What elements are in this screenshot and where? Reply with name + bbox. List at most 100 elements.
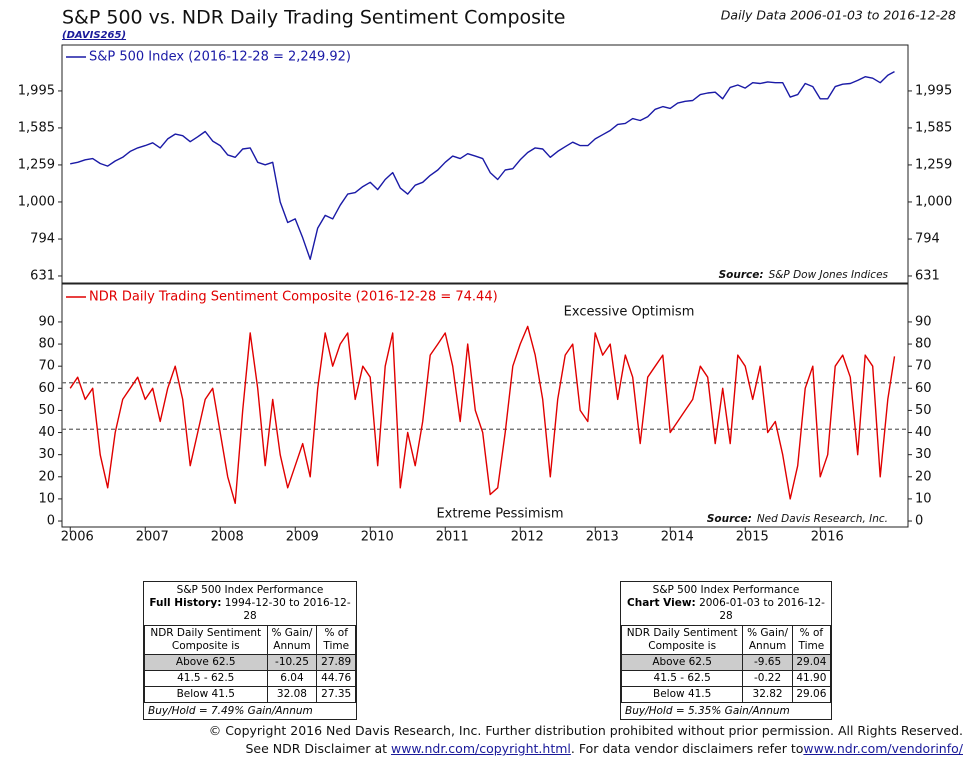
table-footer: Buy/Hold = 7.49% Gain/Annum (148, 705, 313, 717)
cell: Below 41.5 (144, 686, 268, 703)
y-tick-label: 50 (38, 403, 55, 418)
perf-table: S&P 500 Index Performance Full History: 1… (143, 581, 357, 720)
disclaimer: See NDR Disclaimer at www.ndr.com/copyri… (245, 741, 963, 756)
chart-code[interactable]: (DAVIS265) (62, 30, 126, 41)
table-period-label: Chart View: (627, 597, 696, 609)
column-header: % Gain/ Annum (742, 625, 793, 655)
y-tick-label: 80 (38, 337, 55, 352)
y-tick-label: 0 (47, 514, 55, 529)
table-header: S&P 500 Index Performance Chart View: 200… (621, 582, 831, 625)
cell: 27.89 (316, 654, 356, 671)
annotation: Excessive Optimism (564, 305, 695, 320)
cell: Above 62.5 (620, 654, 744, 671)
column-header: % of Time (316, 625, 356, 655)
y-tick-label: 631 (30, 268, 55, 283)
cell: 41.5 - 62.5 (144, 670, 268, 687)
table: NDR Daily Sentiment Composite is% Gain/ … (144, 625, 356, 703)
column-header: NDR Daily Sentiment Composite is (144, 625, 268, 655)
y-tick-label: 10 (915, 491, 932, 506)
x-tick-label: 2010 (361, 530, 394, 545)
cell: 29.04 (791, 654, 832, 671)
y-tick-label: 60 (915, 381, 932, 396)
x-tick-label: 2012 (511, 530, 544, 545)
y-tick-label: 1,995 (915, 83, 952, 98)
y-tick-label: 30 (38, 447, 55, 462)
source: Ned Davis Research, Inc. (757, 513, 888, 525)
cell: 6.04 (266, 670, 318, 687)
cell: 29.06 (791, 686, 832, 703)
cell: -10.25 (266, 654, 318, 671)
y-tick-label: 0 (915, 514, 923, 529)
table-period: 2006-01-03 to 2016-12-28 (699, 597, 825, 622)
copyright: © Copyright 2016 Ned Davis Research, Inc… (208, 723, 963, 738)
y-tick-label: 90 (915, 314, 932, 329)
annotation: Extreme Pessimism (436, 507, 563, 522)
x-tick-label: 2013 (586, 530, 619, 545)
column-header: % Gain/ Annum (266, 625, 318, 655)
table-period: 1994-12-30 to 2016-12-28 (224, 597, 351, 622)
y-tick-label: 794 (30, 232, 55, 247)
x-tick-label: 2014 (661, 530, 694, 545)
table-title: S&P 500 Index Performance (652, 584, 800, 596)
legend-label: S&P 500 Index (2016-12-28 = 2,249.92) (89, 50, 351, 65)
y-tick-label: 60 (38, 381, 55, 396)
cell: Above 62.5 (144, 654, 268, 671)
y-tick-label: 10 (38, 491, 55, 506)
cell: -0.22 (742, 670, 793, 687)
y-tick-label: 1,585 (915, 120, 952, 135)
y-tick-label: 794 (915, 232, 940, 247)
x-tick-label: 2009 (286, 530, 319, 545)
table-header: S&P 500 Index Performance Full History: 1… (144, 582, 356, 625)
y-tick-label: 40 (38, 425, 55, 440)
chart-subtitle: Daily Data 2006-01-03 to 2016-12-28 (721, 8, 956, 23)
y-tick-label: 90 (38, 314, 55, 329)
cell: 32.82 (742, 686, 793, 703)
chart-title: S&P 500 vs. NDR Daily Trading Sentiment … (62, 7, 566, 29)
table: NDR Daily Sentiment Composite is% Gain/ … (620, 625, 832, 703)
disclaimer-text: See NDR Disclaimer at (245, 741, 391, 756)
x-tick-label: 2016 (811, 530, 844, 545)
table-footer: Buy/Hold = 5.35% Gain/Annum (625, 705, 790, 717)
legend-label: NDR Daily Trading Sentiment Composite (2… (89, 290, 498, 305)
series-line (69, 325, 896, 504)
y-tick-label: 30 (915, 447, 932, 462)
x-tick-label: 2006 (61, 530, 94, 545)
perf-table: S&P 500 Index Performance Chart View: 200… (620, 581, 832, 720)
y-tick-label: 80 (915, 337, 932, 352)
y-tick-label: 20 (38, 469, 55, 484)
cell: -9.65 (742, 654, 793, 671)
y-tick-label: 40 (915, 425, 932, 440)
link[interactable]: www.ndr.com/copyright.html (390, 741, 571, 756)
cell: 32.08 (266, 686, 318, 703)
y-tick-label: 1,995 (18, 83, 55, 98)
table-period-label: Full History: (149, 597, 222, 609)
x-tick-label: 2011 (436, 530, 469, 545)
cell: 27.35 (316, 686, 356, 703)
column-header: NDR Daily Sentiment Composite is (620, 625, 744, 655)
y-tick-label: 1,000 (915, 194, 952, 209)
y-tick-label: 1,259 (915, 157, 952, 172)
y-tick-label: 1,000 (18, 194, 55, 209)
y-tick-label: 631 (915, 268, 940, 283)
source: S&P Dow Jones Indices (769, 269, 889, 281)
y-tick-label: 70 (915, 359, 932, 374)
cell: 44.76 (316, 670, 356, 687)
x-tick-label: 2015 (736, 530, 769, 545)
disclaimer-text: . For data vendor disclaimers refer to (570, 741, 804, 756)
column-header: % of Time (791, 625, 832, 655)
y-tick-label: 1,585 (18, 120, 55, 135)
y-tick-label: 20 (915, 469, 932, 484)
cell: 41.5 - 62.5 (620, 670, 744, 687)
plot-frame (61, 44, 909, 528)
link[interactable]: www.ndr.com/vendorinfo/ (803, 741, 963, 756)
table-title: S&P 500 Index Performance (176, 584, 324, 596)
source-label: Source: (719, 269, 764, 281)
y-tick-label: 50 (915, 403, 932, 418)
x-tick-label: 2008 (211, 530, 244, 545)
cell: Below 41.5 (620, 686, 744, 703)
series-line (70, 70, 895, 260)
source-label: Source: (707, 513, 752, 525)
y-tick-label: 70 (38, 359, 55, 374)
